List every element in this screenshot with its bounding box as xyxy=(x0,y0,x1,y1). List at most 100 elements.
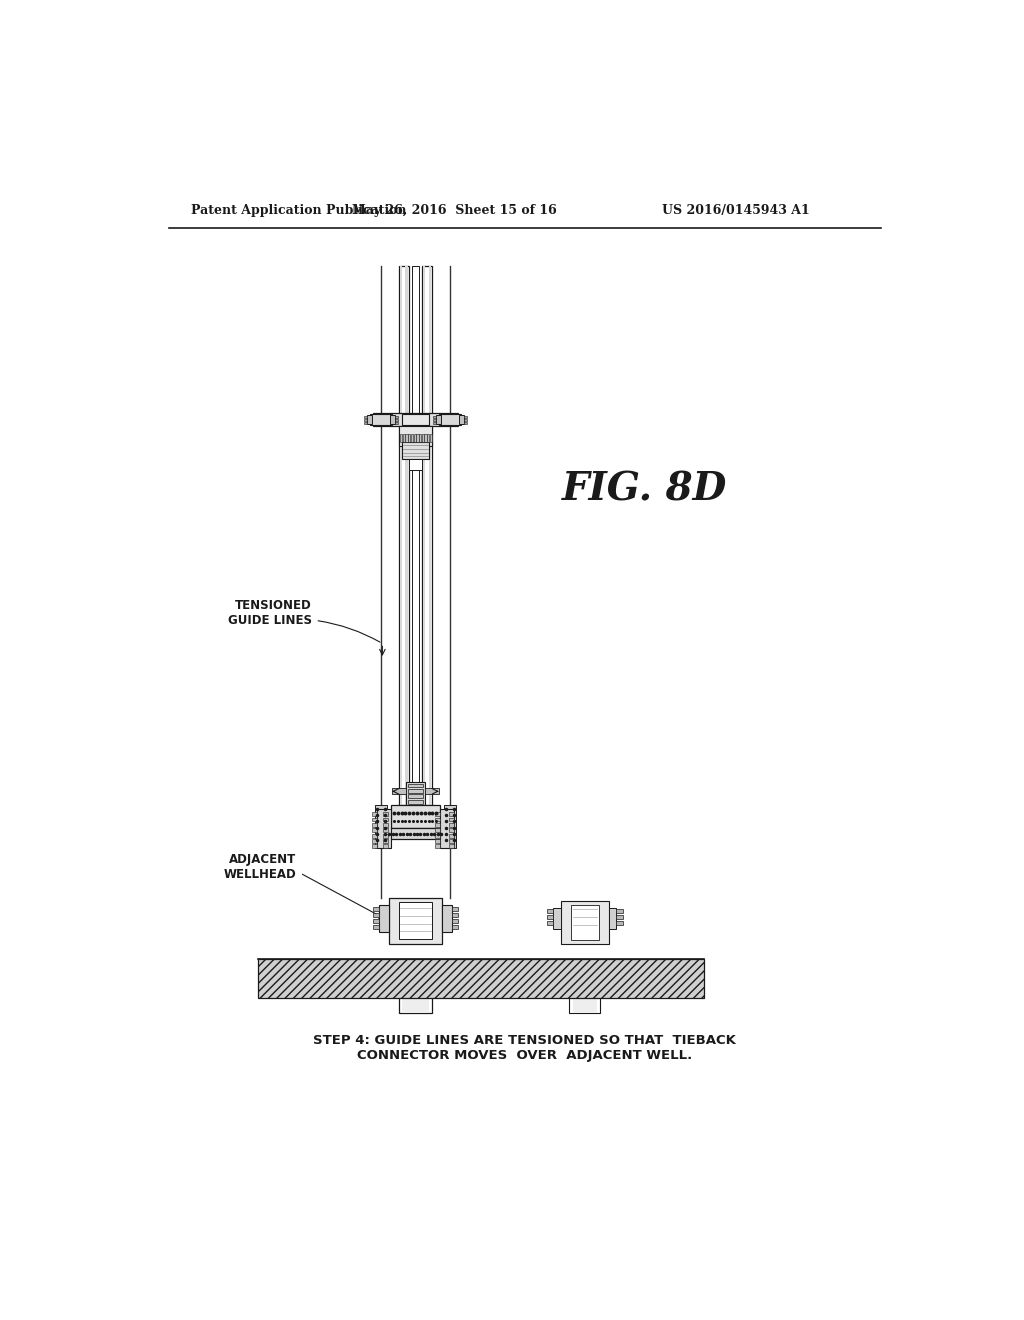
Bar xyxy=(408,800,423,804)
Bar xyxy=(427,434,429,442)
Bar xyxy=(377,809,391,847)
Bar xyxy=(364,416,367,418)
Bar xyxy=(406,267,408,805)
Bar xyxy=(364,422,367,424)
Bar xyxy=(425,788,438,795)
Bar xyxy=(616,915,623,919)
Bar xyxy=(364,418,367,421)
Text: US 2016/0145943 A1: US 2016/0145943 A1 xyxy=(662,205,810,218)
Bar xyxy=(416,434,419,442)
Bar xyxy=(433,418,436,421)
Bar xyxy=(373,845,377,849)
Bar xyxy=(383,829,388,832)
Bar xyxy=(408,789,423,793)
Bar xyxy=(258,960,705,998)
Bar xyxy=(450,817,454,821)
Bar xyxy=(435,829,440,832)
Bar xyxy=(373,412,458,426)
Bar xyxy=(373,907,379,911)
Bar xyxy=(399,960,432,1014)
Bar xyxy=(367,414,372,424)
Bar xyxy=(435,840,440,843)
Bar xyxy=(398,426,432,446)
Bar xyxy=(464,416,467,418)
Bar xyxy=(435,822,440,826)
Bar xyxy=(450,822,454,826)
Text: STEP 4: GUIDE LINES ARE TENSIONED SO THAT  TIEBACK: STEP 4: GUIDE LINES ARE TENSIONED SO THA… xyxy=(313,1034,736,1047)
Bar xyxy=(373,913,379,917)
Bar xyxy=(401,442,429,459)
Bar xyxy=(373,817,377,821)
Bar xyxy=(436,414,441,424)
Bar xyxy=(452,907,458,911)
Bar xyxy=(435,845,440,849)
Bar xyxy=(388,829,443,840)
Bar xyxy=(383,822,388,826)
Bar xyxy=(435,812,440,816)
Bar xyxy=(422,434,424,442)
Bar xyxy=(408,795,423,799)
Bar xyxy=(450,845,454,849)
Bar xyxy=(439,414,461,425)
Bar xyxy=(616,909,623,913)
Bar xyxy=(571,906,599,940)
Bar xyxy=(409,459,422,470)
Bar xyxy=(430,434,432,442)
Bar xyxy=(419,434,421,442)
Bar xyxy=(422,267,432,805)
Bar xyxy=(383,840,388,843)
Bar xyxy=(400,434,402,442)
Bar xyxy=(414,434,416,442)
Bar xyxy=(373,834,377,838)
Bar xyxy=(409,434,411,442)
Bar xyxy=(373,919,379,923)
Bar xyxy=(452,925,458,929)
Bar xyxy=(553,908,561,929)
Bar xyxy=(394,422,397,424)
Bar xyxy=(394,416,397,418)
Bar xyxy=(440,809,454,847)
Text: FIG. 8D: FIG. 8D xyxy=(562,470,727,508)
Bar xyxy=(460,414,464,424)
Bar xyxy=(424,434,427,442)
Bar xyxy=(398,267,410,805)
Bar xyxy=(435,834,440,838)
Bar xyxy=(407,781,425,805)
Bar xyxy=(433,422,436,424)
Bar xyxy=(616,921,623,925)
Bar xyxy=(373,925,379,929)
Text: TENSIONED
GUIDE LINES: TENSIONED GUIDE LINES xyxy=(227,599,311,627)
Bar xyxy=(450,829,454,832)
Bar xyxy=(572,960,597,1014)
Bar xyxy=(464,422,467,424)
Bar xyxy=(383,812,388,816)
Bar xyxy=(450,834,454,838)
Bar xyxy=(383,845,388,849)
Bar xyxy=(433,416,436,418)
Bar xyxy=(464,418,467,421)
Text: CONNECTOR MOVES  OVER  ADJACENT WELL.: CONNECTOR MOVES OVER ADJACENT WELL. xyxy=(357,1049,692,1063)
Bar xyxy=(452,913,458,917)
Bar xyxy=(450,840,454,843)
Bar xyxy=(547,915,553,919)
Bar xyxy=(406,434,408,442)
Bar xyxy=(444,805,457,847)
Text: Patent Application Publication: Patent Application Publication xyxy=(190,205,407,218)
Bar xyxy=(373,812,377,816)
Bar xyxy=(450,812,454,816)
Bar xyxy=(375,805,387,847)
Bar xyxy=(402,434,406,442)
Bar xyxy=(423,267,425,805)
Bar xyxy=(429,267,431,805)
Bar xyxy=(547,909,553,913)
Bar xyxy=(452,919,458,923)
Bar xyxy=(392,788,407,795)
Bar xyxy=(379,906,388,932)
Bar xyxy=(394,418,397,421)
Bar xyxy=(373,840,377,843)
Text: ADJACENT
WELLHEAD: ADJACENT WELLHEAD xyxy=(223,853,296,880)
Bar xyxy=(435,817,440,821)
Bar xyxy=(401,414,429,425)
Bar xyxy=(388,898,442,944)
Bar xyxy=(383,834,388,838)
